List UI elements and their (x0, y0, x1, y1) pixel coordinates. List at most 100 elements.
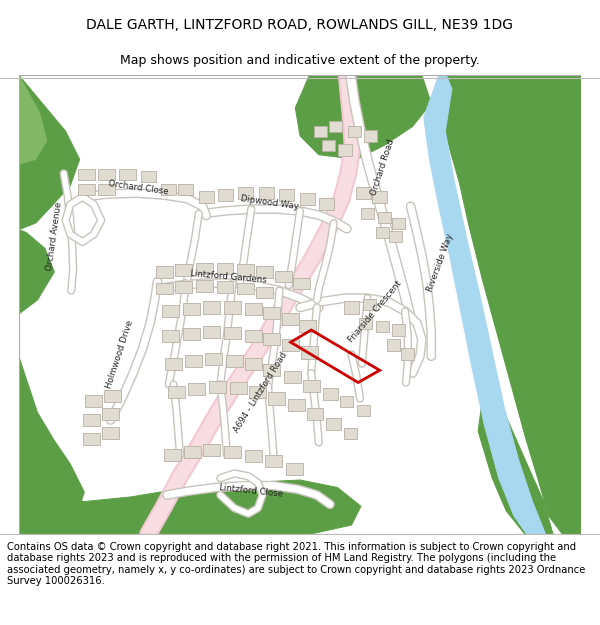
FancyBboxPatch shape (348, 126, 361, 137)
FancyBboxPatch shape (245, 303, 262, 316)
FancyBboxPatch shape (392, 324, 405, 336)
FancyBboxPatch shape (372, 191, 387, 203)
FancyBboxPatch shape (196, 280, 213, 291)
FancyBboxPatch shape (344, 301, 359, 314)
FancyBboxPatch shape (329, 121, 342, 132)
FancyBboxPatch shape (168, 386, 185, 398)
FancyBboxPatch shape (293, 278, 310, 289)
FancyBboxPatch shape (288, 399, 305, 411)
FancyBboxPatch shape (218, 189, 233, 201)
FancyBboxPatch shape (78, 184, 95, 195)
FancyBboxPatch shape (263, 307, 280, 319)
FancyBboxPatch shape (389, 231, 402, 242)
Text: Orchard Road: Orchard Road (369, 138, 396, 196)
Polygon shape (440, 75, 581, 534)
FancyBboxPatch shape (104, 389, 121, 402)
FancyBboxPatch shape (245, 357, 262, 370)
Polygon shape (295, 75, 431, 159)
FancyBboxPatch shape (175, 264, 192, 276)
FancyBboxPatch shape (188, 383, 205, 395)
Polygon shape (424, 75, 545, 534)
FancyBboxPatch shape (162, 329, 179, 342)
FancyBboxPatch shape (155, 266, 173, 278)
FancyBboxPatch shape (178, 184, 193, 195)
FancyBboxPatch shape (230, 382, 247, 394)
FancyBboxPatch shape (164, 449, 181, 461)
FancyBboxPatch shape (119, 169, 136, 180)
Polygon shape (19, 308, 85, 534)
FancyBboxPatch shape (322, 139, 335, 151)
FancyBboxPatch shape (301, 346, 318, 359)
FancyBboxPatch shape (217, 281, 233, 292)
Text: Orchard Close: Orchard Close (108, 179, 169, 196)
FancyBboxPatch shape (250, 386, 266, 398)
FancyBboxPatch shape (263, 364, 280, 376)
FancyBboxPatch shape (102, 408, 119, 421)
FancyBboxPatch shape (401, 348, 415, 361)
FancyBboxPatch shape (282, 339, 299, 351)
FancyBboxPatch shape (256, 266, 273, 278)
FancyBboxPatch shape (284, 371, 301, 383)
FancyBboxPatch shape (364, 130, 377, 141)
FancyBboxPatch shape (265, 455, 282, 468)
Text: A694 - Lintzford Road: A694 - Lintzford Road (232, 350, 289, 434)
FancyBboxPatch shape (102, 427, 119, 439)
Text: Dipwood Way: Dipwood Way (241, 194, 299, 211)
Text: Lintzford Gardens: Lintzford Gardens (190, 269, 268, 284)
FancyBboxPatch shape (165, 357, 182, 370)
FancyBboxPatch shape (268, 392, 285, 404)
FancyBboxPatch shape (237, 264, 254, 276)
FancyBboxPatch shape (224, 327, 241, 339)
FancyBboxPatch shape (357, 405, 370, 416)
Text: Lintzford Close: Lintzford Close (219, 483, 284, 499)
FancyBboxPatch shape (203, 301, 220, 314)
FancyBboxPatch shape (263, 333, 280, 346)
FancyBboxPatch shape (303, 380, 320, 392)
Polygon shape (19, 75, 47, 164)
FancyBboxPatch shape (98, 169, 115, 180)
FancyBboxPatch shape (280, 189, 295, 201)
FancyBboxPatch shape (356, 187, 371, 199)
Text: Friarside Crescent: Friarside Crescent (347, 279, 403, 344)
FancyBboxPatch shape (256, 287, 273, 298)
FancyBboxPatch shape (161, 184, 176, 195)
FancyBboxPatch shape (184, 446, 200, 458)
FancyBboxPatch shape (196, 262, 213, 274)
FancyBboxPatch shape (155, 283, 173, 294)
Polygon shape (19, 75, 80, 229)
Polygon shape (19, 478, 361, 534)
FancyBboxPatch shape (286, 462, 303, 475)
Text: Contains OS data © Crown copyright and database right 2021. This information is : Contains OS data © Crown copyright and d… (7, 542, 586, 586)
FancyBboxPatch shape (307, 408, 323, 421)
FancyBboxPatch shape (83, 414, 100, 426)
FancyBboxPatch shape (209, 381, 226, 393)
FancyBboxPatch shape (299, 320, 316, 332)
FancyBboxPatch shape (226, 355, 243, 367)
FancyBboxPatch shape (344, 428, 357, 439)
Text: Map shows position and indicative extent of the property.: Map shows position and indicative extent… (120, 54, 480, 68)
FancyBboxPatch shape (140, 171, 155, 182)
FancyBboxPatch shape (376, 321, 389, 332)
FancyBboxPatch shape (314, 126, 327, 137)
FancyBboxPatch shape (323, 388, 338, 400)
FancyBboxPatch shape (183, 328, 200, 340)
FancyBboxPatch shape (224, 301, 241, 314)
FancyBboxPatch shape (238, 187, 253, 199)
Text: Orchard Avenue: Orchard Avenue (45, 201, 64, 271)
FancyBboxPatch shape (361, 208, 374, 219)
FancyBboxPatch shape (359, 318, 372, 329)
FancyBboxPatch shape (387, 339, 400, 351)
FancyBboxPatch shape (205, 353, 222, 365)
Polygon shape (19, 229, 55, 314)
Polygon shape (478, 375, 553, 534)
FancyBboxPatch shape (199, 191, 214, 203)
FancyBboxPatch shape (203, 326, 220, 338)
FancyBboxPatch shape (85, 395, 102, 408)
Text: Riverside Way: Riverside Way (426, 232, 455, 293)
FancyBboxPatch shape (78, 169, 95, 180)
FancyBboxPatch shape (378, 212, 391, 223)
FancyBboxPatch shape (245, 449, 262, 462)
FancyBboxPatch shape (83, 432, 100, 445)
FancyBboxPatch shape (237, 283, 254, 294)
FancyBboxPatch shape (275, 271, 292, 282)
